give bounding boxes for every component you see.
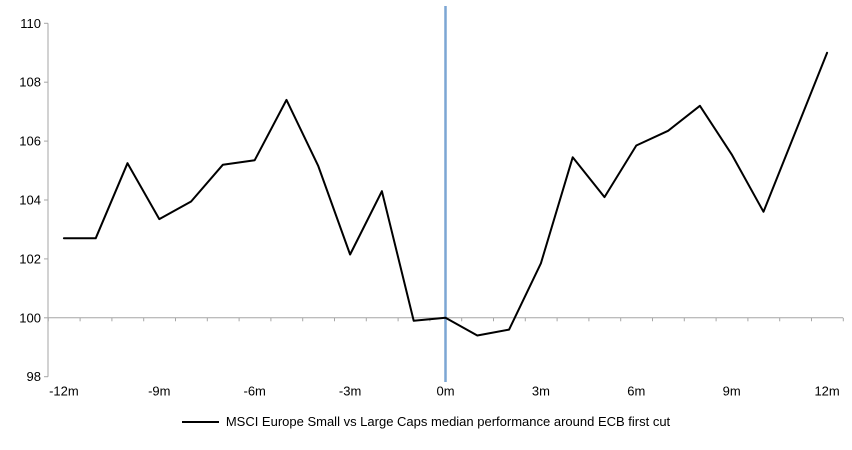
y-tick-label: 106 <box>19 134 41 149</box>
x-tick-label: 9m <box>723 384 741 399</box>
x-tick-label: -12m <box>49 384 79 399</box>
legend-label: MSCI Europe Small vs Large Caps median p… <box>225 414 671 429</box>
legend-line-sample <box>181 420 219 423</box>
x-tick-label: -6m <box>244 384 266 399</box>
y-tick-label: 108 <box>19 75 41 90</box>
y-tick-label: 110 <box>20 16 41 31</box>
x-tick-label: 6m <box>627 384 645 399</box>
y-tick-label: 104 <box>19 193 41 208</box>
series-line <box>62 51 829 337</box>
legend: MSCI Europe Small vs Large Caps median p… <box>0 414 852 429</box>
y-tick-label: 102 <box>19 251 41 266</box>
y-tick-label: 98 <box>27 369 41 384</box>
x-tick-label: -9m <box>148 384 170 399</box>
x-tick-label: 0m <box>436 384 454 399</box>
x-tick-label: -3m <box>339 384 361 399</box>
y-tick-label: 100 <box>19 310 41 325</box>
x-tick-label: 12m <box>814 384 839 399</box>
x-tick-label: 3m <box>532 384 550 399</box>
